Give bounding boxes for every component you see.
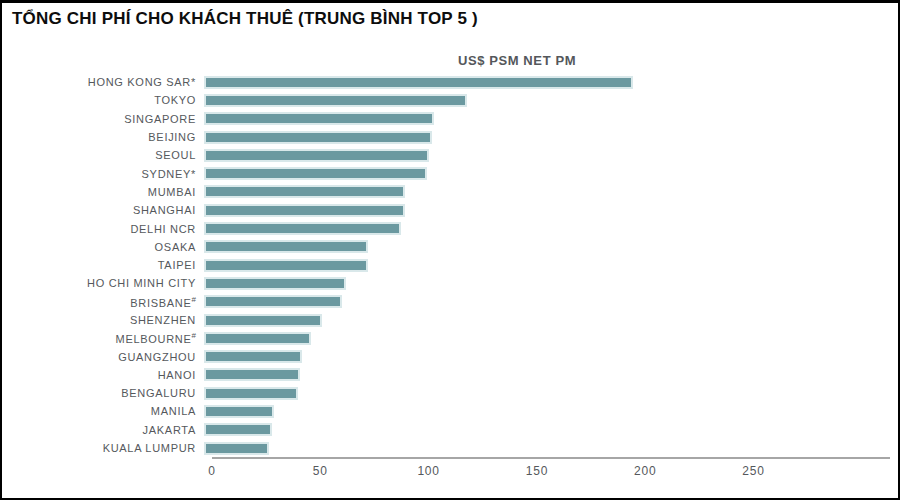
category-label: SYDNEY* bbox=[10, 168, 204, 180]
x-axis-tick-label: 100 bbox=[417, 464, 439, 478]
bar bbox=[204, 131, 432, 144]
category-label: HONG KONG SAR* bbox=[10, 76, 204, 88]
category-label: SINGAPORE bbox=[10, 113, 204, 125]
bar-track bbox=[204, 204, 890, 217]
bar-track bbox=[204, 112, 890, 125]
category-label: KUALA LUMPUR bbox=[10, 442, 204, 454]
bar bbox=[204, 332, 311, 345]
bar bbox=[204, 350, 302, 363]
bar bbox=[204, 295, 342, 308]
bar-row: MANILA bbox=[10, 402, 890, 420]
x-axis-tick-label: 250 bbox=[742, 464, 764, 478]
bar-row: TAIPEI bbox=[10, 256, 890, 274]
bar-track bbox=[204, 149, 890, 162]
bar-row: MELBOURNE# bbox=[10, 329, 890, 347]
category-label: HANOI bbox=[10, 369, 204, 381]
bar-row: TOKYO bbox=[10, 91, 890, 109]
category-label: MUMBAI bbox=[10, 186, 204, 198]
category-label: MANILA bbox=[10, 405, 204, 417]
category-label: DELHI NCR bbox=[10, 223, 204, 235]
bar-row: SHENZHEN bbox=[10, 311, 890, 329]
bar bbox=[204, 314, 322, 327]
category-label: TOKYO bbox=[10, 94, 204, 106]
bar bbox=[204, 76, 633, 89]
x-axis-tick-label: 200 bbox=[634, 464, 656, 478]
bar-row: DELHI NCR bbox=[10, 219, 890, 237]
bar-track bbox=[204, 240, 890, 253]
bar bbox=[204, 167, 427, 180]
category-label: BRISBANE# bbox=[10, 295, 204, 309]
bar-row: SHANGHAI bbox=[10, 201, 890, 219]
category-label: JAKARTA bbox=[10, 424, 204, 436]
bar-row: GUANGZHOU bbox=[10, 347, 890, 365]
category-label: OSAKA bbox=[10, 241, 204, 253]
bar-track bbox=[204, 76, 890, 89]
bar bbox=[204, 277, 346, 290]
bar-track bbox=[204, 442, 890, 455]
bar-track bbox=[204, 185, 890, 198]
bar bbox=[204, 442, 269, 455]
bar-row: HANOI bbox=[10, 366, 890, 384]
bar-row: OSAKA bbox=[10, 238, 890, 256]
category-label: BEIJING bbox=[10, 131, 204, 143]
bar-track bbox=[204, 167, 890, 180]
footnote-marker: # bbox=[192, 295, 196, 304]
bar-row: BRISBANE# bbox=[10, 293, 890, 311]
bar-track bbox=[204, 405, 890, 418]
bar-row: SEOUL bbox=[10, 146, 890, 164]
bar-track bbox=[204, 350, 890, 363]
bar-track bbox=[204, 368, 890, 381]
bar bbox=[204, 387, 298, 400]
bar bbox=[204, 149, 429, 162]
bar-chart: US$ PSM NET PM HONG KONG SAR* TOKYO SINGAP… bbox=[10, 53, 890, 481]
category-label: SHENZHEN bbox=[10, 314, 204, 326]
category-label: MELBOURNE# bbox=[10, 331, 204, 345]
footnote-marker: # bbox=[192, 331, 196, 340]
bar-row: HONG KONG SAR* bbox=[10, 73, 890, 91]
x-axis: 050100150200250 bbox=[212, 457, 890, 481]
bar bbox=[204, 405, 274, 418]
chart-page: { "page": { "heading": "TỔNG CHI PHÍ CHO… bbox=[0, 0, 900, 500]
bar-track bbox=[204, 295, 890, 308]
bar-row: HO CHI MINH CITY bbox=[10, 274, 890, 292]
category-label: BENGALURU bbox=[10, 387, 204, 399]
category-label: SHANGHAI bbox=[10, 204, 204, 216]
bar bbox=[204, 423, 272, 436]
bar-row: MUMBAI bbox=[10, 183, 890, 201]
category-label: TAIPEI bbox=[10, 259, 204, 271]
page-title: TỔNG CHI PHÍ CHO KHÁCH THUÊ (TRUNG BÌNH … bbox=[12, 9, 478, 29]
chart-subtitle: US$ PSM NET PM bbox=[212, 53, 890, 73]
bar-row: SYDNEY* bbox=[10, 164, 890, 182]
bar-track bbox=[204, 423, 890, 436]
category-label: HO CHI MINH CITY bbox=[10, 277, 204, 289]
bar-rows: HONG KONG SAR* TOKYO SINGAPORE BEIJING SEOUL… bbox=[10, 73, 890, 457]
bar bbox=[204, 112, 434, 125]
bar bbox=[204, 222, 401, 235]
bar-track bbox=[204, 314, 890, 327]
bar-track bbox=[204, 222, 890, 235]
bar-track bbox=[204, 131, 890, 144]
x-axis-tick-label: 50 bbox=[313, 464, 328, 478]
bar bbox=[204, 204, 405, 217]
bar-track bbox=[204, 94, 890, 107]
category-label: GUANGZHOU bbox=[10, 351, 204, 363]
bar-row: JAKARTA bbox=[10, 421, 890, 439]
bar bbox=[204, 94, 467, 107]
bar bbox=[204, 368, 300, 381]
x-axis-tick-label: 0 bbox=[208, 464, 215, 478]
category-label: SEOUL bbox=[10, 149, 204, 161]
bar-row: SINGAPORE bbox=[10, 110, 890, 128]
bar-row: BEIJING bbox=[10, 128, 890, 146]
bar-track bbox=[204, 277, 890, 290]
bar-track bbox=[204, 387, 890, 400]
bar-row: BENGALURU bbox=[10, 384, 890, 402]
bar bbox=[204, 259, 368, 272]
bar bbox=[204, 185, 405, 198]
bar-track bbox=[204, 332, 890, 345]
bar-track bbox=[204, 259, 890, 272]
bar-row: KUALA LUMPUR bbox=[10, 439, 890, 457]
x-axis-tick-label: 150 bbox=[526, 464, 548, 478]
bar bbox=[204, 240, 368, 253]
